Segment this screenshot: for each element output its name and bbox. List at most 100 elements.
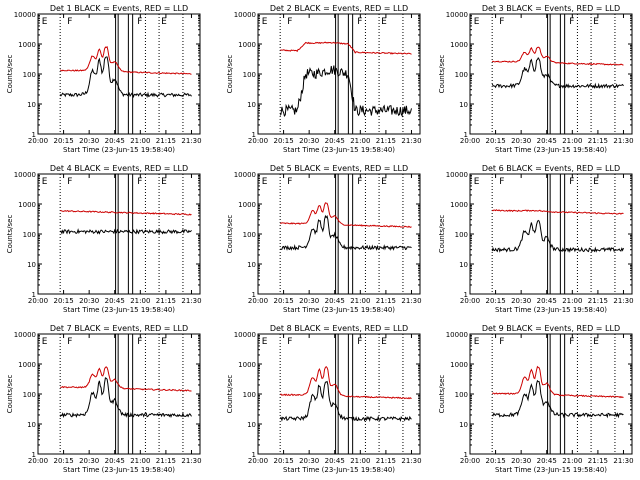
- marker-label: F: [137, 17, 142, 27]
- marker-label: F: [137, 337, 142, 347]
- y-tick-label: 10000: [446, 11, 468, 19]
- panel-det-2: Det 2 BLACK = Events, RED = LLD 1 10 100 100…: [226, 4, 422, 154]
- plot-frame: [257, 173, 421, 295]
- y-axis-label: Counts/sec: [6, 215, 14, 254]
- marker-label: E: [262, 337, 268, 347]
- x-tick-label: 20:00: [28, 457, 48, 465]
- y-axis-label: Counts/sec: [438, 55, 446, 94]
- y-tick-label: 1: [464, 131, 468, 139]
- panel-det-3: Det 3 BLACK = Events, RED = LLD 1 10 100 100…: [438, 4, 634, 154]
- x-tick-label: 20:15: [273, 457, 293, 465]
- panel-det-9: Det 9 BLACK = Events, RED = LLD 1 10 100 100…: [438, 324, 634, 474]
- x-tick-label: 20:30: [299, 137, 319, 145]
- y-axis-label: Counts/sec: [438, 215, 446, 254]
- y-tick-label: 1: [464, 291, 468, 299]
- x-tick-label: 21:15: [376, 137, 396, 145]
- marker-label: E: [593, 177, 599, 187]
- panel-det-4: Det 4 BLACK = Events, RED = LLD 1 10 100 100…: [6, 164, 202, 314]
- y-axis-label: Counts/sec: [226, 375, 234, 414]
- marker-label: F: [569, 17, 574, 27]
- y-tick-label: 100: [23, 71, 36, 79]
- events-series-line: [491, 57, 624, 89]
- marker-label: E: [593, 337, 599, 347]
- marker-label: E: [42, 177, 48, 187]
- x-tick-label: 21:15: [376, 457, 396, 465]
- plot-title: Det 5 BLACK = Events, RED = LLD: [270, 164, 408, 173]
- events-series-line: [59, 228, 192, 236]
- x-axis-label: Start Time (23-Jun-15 19:58:40): [283, 466, 395, 474]
- y-tick-label: 1000: [18, 41, 36, 49]
- marker-label: F: [287, 17, 292, 27]
- x-tick-label: 21:30: [181, 297, 201, 305]
- x-tick-label: 21:00: [562, 297, 582, 305]
- x-tick-label: 20:15: [485, 297, 505, 305]
- marker-label: E: [381, 17, 387, 27]
- x-tick-label: 20:00: [460, 137, 480, 145]
- y-tick-label: 1000: [18, 361, 36, 369]
- y-tick-label: 100: [243, 391, 256, 399]
- x-tick-label: 20:30: [511, 297, 531, 305]
- x-tick-label: 21:00: [130, 457, 150, 465]
- y-tick-label: 1: [32, 451, 36, 459]
- x-tick-label: 20:00: [248, 137, 268, 145]
- x-axis-label: Start Time (23-Jun-15 19:58:40): [63, 146, 175, 154]
- lld-series-line: [59, 45, 192, 75]
- y-tick-label: 10: [459, 101, 468, 109]
- lld-series-line: [280, 202, 412, 228]
- y-tick-label: 10000: [234, 331, 256, 339]
- events-series-line: [59, 377, 192, 419]
- marker-label: F: [287, 177, 292, 187]
- marker-label: E: [262, 177, 268, 187]
- y-axis-label: Counts/sec: [6, 55, 14, 94]
- y-tick-label: 100: [23, 391, 36, 399]
- y-axis-label: Counts/sec: [226, 215, 234, 254]
- x-tick-label: 21:30: [613, 457, 633, 465]
- marker-label: F: [137, 177, 142, 187]
- plot-title: Det 4 BLACK = Events, RED = LLD: [50, 164, 188, 173]
- x-tick-label: 20:15: [53, 297, 73, 305]
- events-series-line: [279, 380, 412, 423]
- plot-frame: [257, 333, 421, 455]
- x-tick-label: 21:00: [350, 137, 370, 145]
- y-tick-label: 10: [459, 421, 468, 429]
- marker-label: E: [474, 17, 480, 27]
- y-tick-label: 100: [243, 231, 256, 239]
- y-tick-label: 1: [252, 131, 256, 139]
- x-tick-label: 20:00: [248, 297, 268, 305]
- marker-label: F: [67, 17, 72, 27]
- x-tick-label: 21:15: [588, 137, 608, 145]
- plot-title: Det 2 BLACK = Events, RED = LLD: [270, 4, 408, 13]
- y-tick-label: 100: [243, 71, 256, 79]
- x-tick-label: 20:00: [28, 297, 48, 305]
- x-tick-label: 21:00: [562, 137, 582, 145]
- y-tick-label: 10000: [14, 331, 36, 339]
- y-tick-label: 1: [464, 451, 468, 459]
- marker-label: F: [287, 337, 292, 347]
- marker-label: F: [357, 337, 362, 347]
- y-tick-label: 10: [27, 261, 36, 269]
- y-tick-label: 10000: [14, 11, 36, 19]
- marker-label: E: [474, 337, 480, 347]
- marker-label: F: [499, 17, 504, 27]
- x-axis-label: Start Time (23-Jun-15 19:58:40): [495, 466, 607, 474]
- panel-det-5: Det 5 BLACK = Events, RED = LLD 1 10 100 100…: [226, 164, 422, 314]
- events-series-line: [491, 379, 624, 419]
- plot-title: Det 8 BLACK = Events, RED = LLD: [270, 324, 408, 333]
- plot-title: Det 9 BLACK = Events, RED = LLD: [482, 324, 620, 333]
- plot-frame: [469, 13, 633, 135]
- marker-label: F: [569, 177, 574, 187]
- x-tick-label: 20:45: [105, 137, 125, 145]
- marker-label: F: [357, 177, 362, 187]
- x-tick-label: 21:00: [562, 457, 582, 465]
- x-tick-label: 20:15: [53, 137, 73, 145]
- y-axis-label: Counts/sec: [6, 375, 14, 414]
- y-tick-label: 1000: [238, 361, 256, 369]
- y-tick-label: 10000: [446, 331, 468, 339]
- marker-label: E: [161, 17, 167, 27]
- y-axis-label: Counts/sec: [226, 55, 234, 94]
- x-tick-label: 20:30: [511, 137, 531, 145]
- x-tick-label: 20:30: [299, 297, 319, 305]
- lld-series-line: [280, 365, 412, 400]
- lld-series-line: [491, 209, 624, 215]
